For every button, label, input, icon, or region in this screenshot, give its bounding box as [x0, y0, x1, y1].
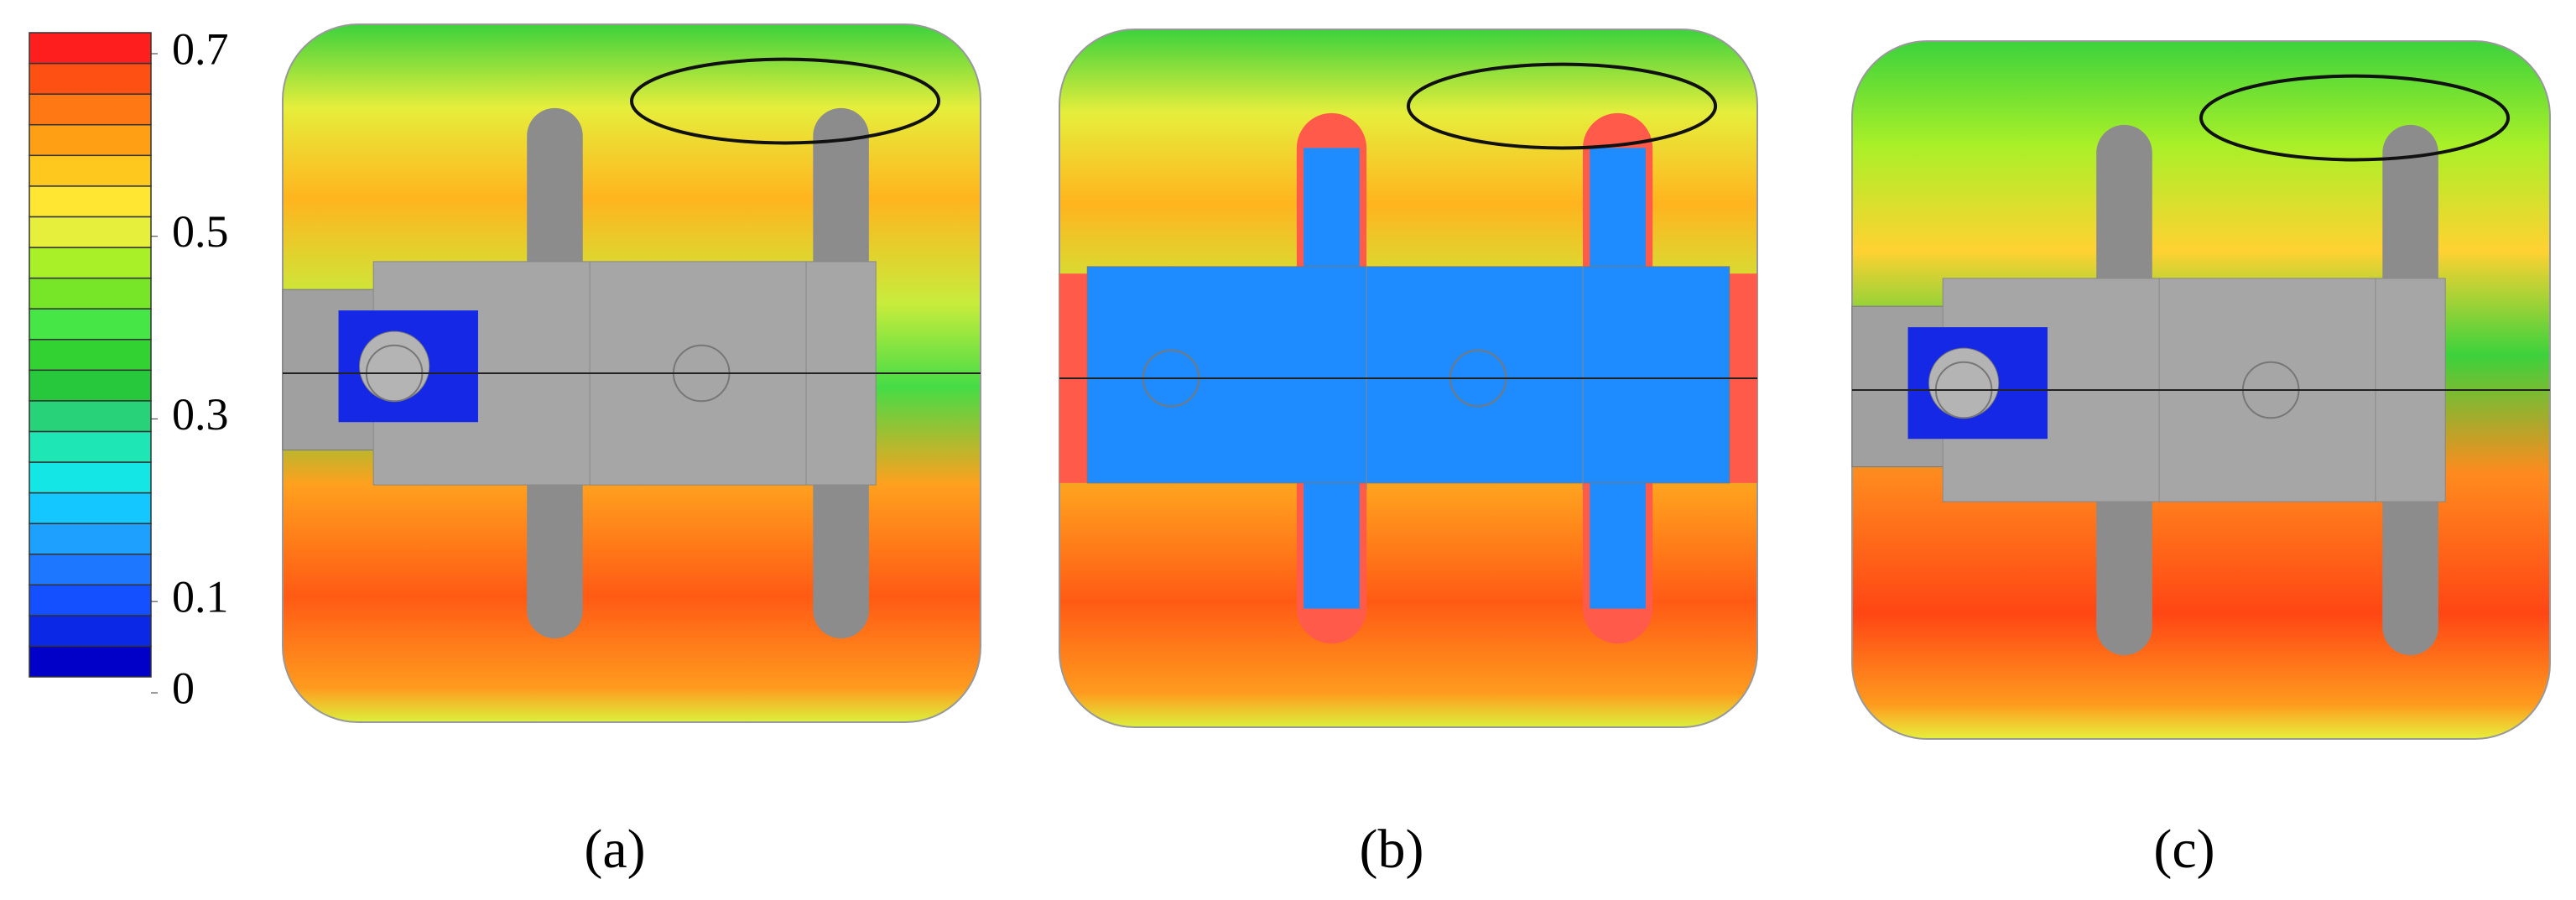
panel: (b)	[1059, 29, 1758, 880]
colorbar-band	[29, 32, 152, 65]
colorbar-band	[29, 492, 152, 524]
colorbar-tick-label: 0.3	[172, 389, 229, 440]
colorbar-tick-label: 0.7	[172, 23, 229, 74]
shaft	[1086, 266, 1730, 484]
panel-label: (b)	[1360, 819, 1424, 880]
highlight-ellipse	[630, 57, 941, 145]
colorbar-tick-label: 0	[172, 663, 195, 713]
colorbar-band	[29, 400, 152, 433]
colorbar-band	[29, 154, 152, 187]
colorbar-band	[29, 523, 152, 555]
hub-core	[1928, 347, 2000, 419]
highlight-ellipse	[2199, 74, 2511, 162]
colorbar-band	[29, 185, 152, 218]
colorbar-band	[29, 615, 152, 648]
colorbar-band	[29, 430, 152, 463]
panel-label: (a)	[584, 819, 645, 880]
colorbar-band	[29, 461, 152, 494]
hub-core	[359, 330, 430, 402]
panel-label: (c)	[2153, 819, 2214, 880]
colorbar-band	[29, 62, 152, 95]
colorbar-band	[29, 338, 152, 372]
colorbar-band	[29, 308, 152, 341]
highlight-ellipse	[1407, 62, 1718, 150]
colorbar-tick-label: 0.1	[172, 572, 229, 622]
colorbar-band	[29, 645, 152, 678]
colorbar: 0 0.1 0.3 0.5 0.7	[29, 23, 229, 713]
colorbar-band	[29, 216, 152, 248]
colorbar-band	[29, 553, 152, 586]
colorbar-band	[29, 247, 152, 279]
colorbar-tick-label: 0.5	[172, 206, 229, 257]
panel: (c)	[1851, 40, 2551, 880]
colorbar-band	[29, 93, 152, 126]
colorbar-band	[29, 277, 152, 310]
colorbar-band	[29, 584, 152, 616]
colorbar-band	[29, 369, 152, 402]
colorbar-band	[29, 123, 152, 157]
panel: (a)	[282, 23, 981, 880]
